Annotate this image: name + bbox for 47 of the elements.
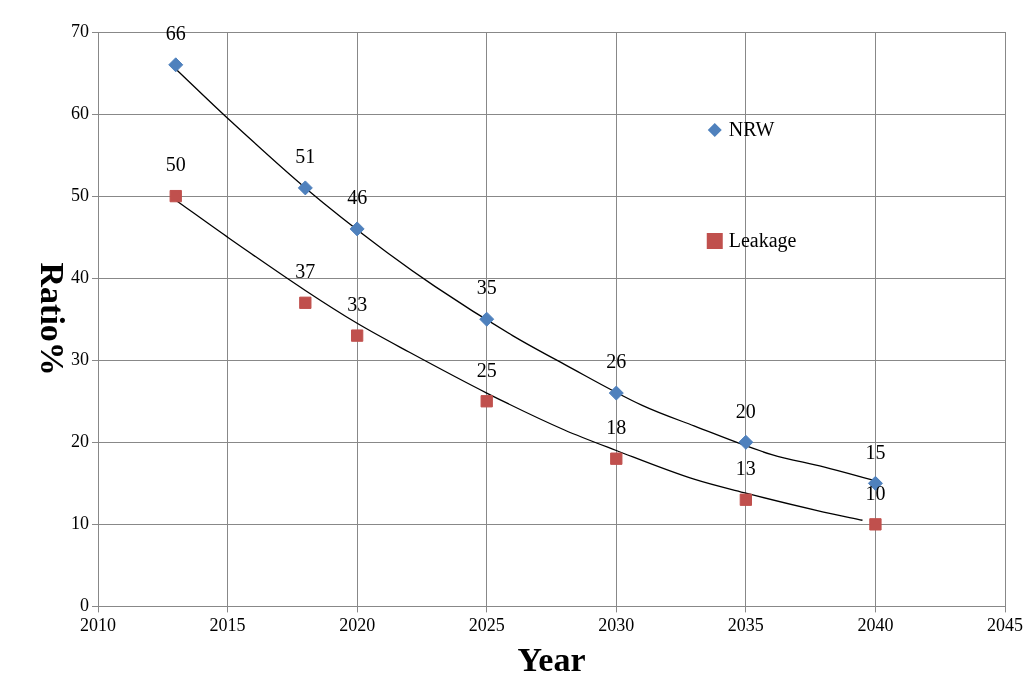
x-tick-label: 2020 bbox=[339, 614, 376, 635]
x-tick-label: 2015 bbox=[209, 614, 246, 635]
legend-label: NRW bbox=[728, 118, 775, 141]
data-label: 35 bbox=[476, 276, 497, 299]
data-label: 13 bbox=[735, 456, 756, 479]
x-tick-label: 2025 bbox=[468, 614, 505, 635]
point bbox=[168, 57, 184, 73]
y-tick-label: 10 bbox=[71, 513, 89, 534]
point bbox=[739, 493, 753, 506]
point bbox=[169, 189, 182, 203]
data-label: 20 bbox=[735, 399, 756, 422]
data-label: 26 bbox=[606, 350, 627, 373]
y-tick-label: 20 bbox=[71, 431, 89, 452]
data-label: 18 bbox=[606, 415, 627, 438]
x-tick-label: 2045 bbox=[987, 614, 1023, 635]
y-tick-label: 60 bbox=[71, 102, 89, 123]
data-label: 66 bbox=[165, 22, 186, 45]
legend-label: Leakage bbox=[728, 229, 797, 253]
point bbox=[869, 518, 882, 531]
point bbox=[350, 329, 364, 342]
x-tick-label: 2030 bbox=[598, 614, 635, 635]
point bbox=[738, 434, 754, 450]
point bbox=[480, 395, 493, 408]
data-label: 37 bbox=[295, 260, 316, 283]
data-label: 33 bbox=[347, 292, 368, 315]
y-tick-label: 30 bbox=[71, 348, 89, 369]
data-label: 15 bbox=[865, 440, 886, 463]
point bbox=[297, 180, 313, 196]
y-tick-label: 40 bbox=[71, 266, 89, 287]
point bbox=[479, 311, 495, 327]
x-tick-label: 2040 bbox=[857, 614, 894, 635]
x-tick-label: 2035 bbox=[727, 614, 764, 635]
point bbox=[299, 296, 312, 309]
data-label: 50 bbox=[165, 153, 186, 176]
data-label: 10 bbox=[865, 481, 886, 504]
data-label: 51 bbox=[295, 145, 316, 168]
y-tick-label: 50 bbox=[71, 184, 89, 205]
point bbox=[610, 452, 623, 465]
x-axis-title: Year bbox=[517, 640, 586, 678]
y-axis-title: Ratio% bbox=[34, 262, 72, 376]
data-label: 46 bbox=[347, 186, 368, 209]
y-tick-label: 70 bbox=[71, 20, 89, 41]
data-label: 25 bbox=[476, 358, 497, 381]
point bbox=[349, 221, 365, 237]
x-tick-label: 2010 bbox=[80, 614, 116, 635]
y-tick-label: 0 bbox=[80, 595, 89, 616]
point bbox=[608, 385, 624, 401]
